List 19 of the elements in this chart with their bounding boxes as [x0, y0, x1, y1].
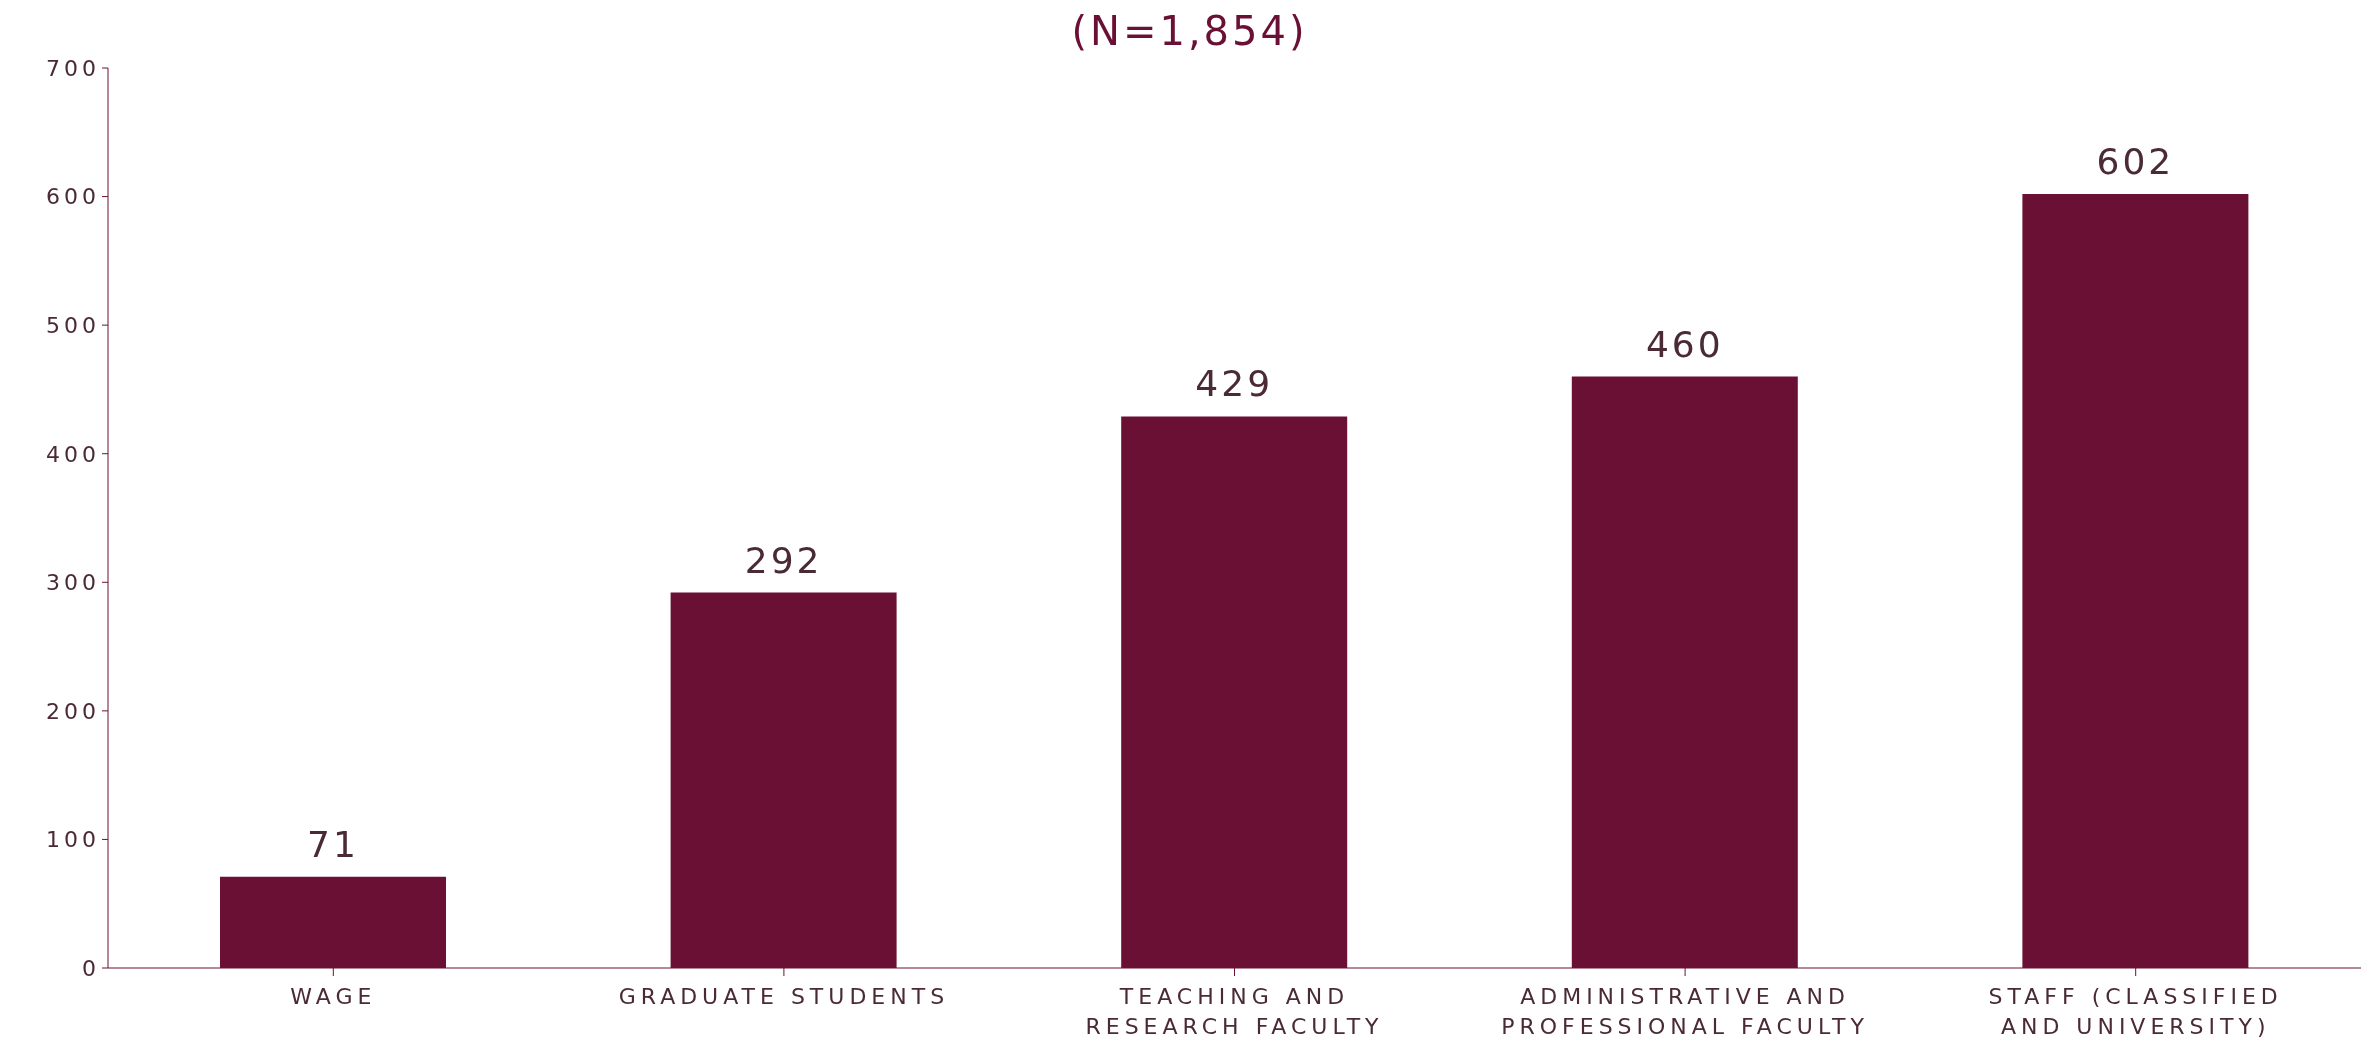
chart-title: (N=1,854) [1071, 8, 1308, 54]
data-label: 71 [307, 823, 359, 865]
x-tick-label: WAGE [290, 984, 377, 1009]
y-tick-label: 400 [46, 441, 100, 467]
y-tick-label: 0 [82, 955, 100, 981]
x-tick-label: ADMINISTRATIVE AND PROFESSIONAL FACULTY [1501, 984, 1869, 1039]
y-tick-label: 200 [46, 698, 100, 724]
data-label: 429 [1195, 363, 1274, 405]
data-label: 292 [744, 539, 823, 581]
x-tick-label: STAFF (CLASSIFIED AND UNIVERSITY) [1988, 984, 2283, 1039]
y-tick-label: 100 [46, 827, 100, 853]
y-tick-label: 300 [46, 570, 100, 596]
y-tick-label: 500 [46, 312, 100, 338]
data-label: 460 [1645, 323, 1724, 365]
x-tick-label: TEACHING AND RESEARCH FACULTY [1085, 984, 1384, 1039]
x-tick-label: GRADUATE STUDENTS [618, 984, 950, 1009]
data-label: 602 [2096, 141, 2175, 182]
y-tick-label: 700 [46, 55, 100, 81]
y-tick-label: 600 [46, 184, 100, 210]
